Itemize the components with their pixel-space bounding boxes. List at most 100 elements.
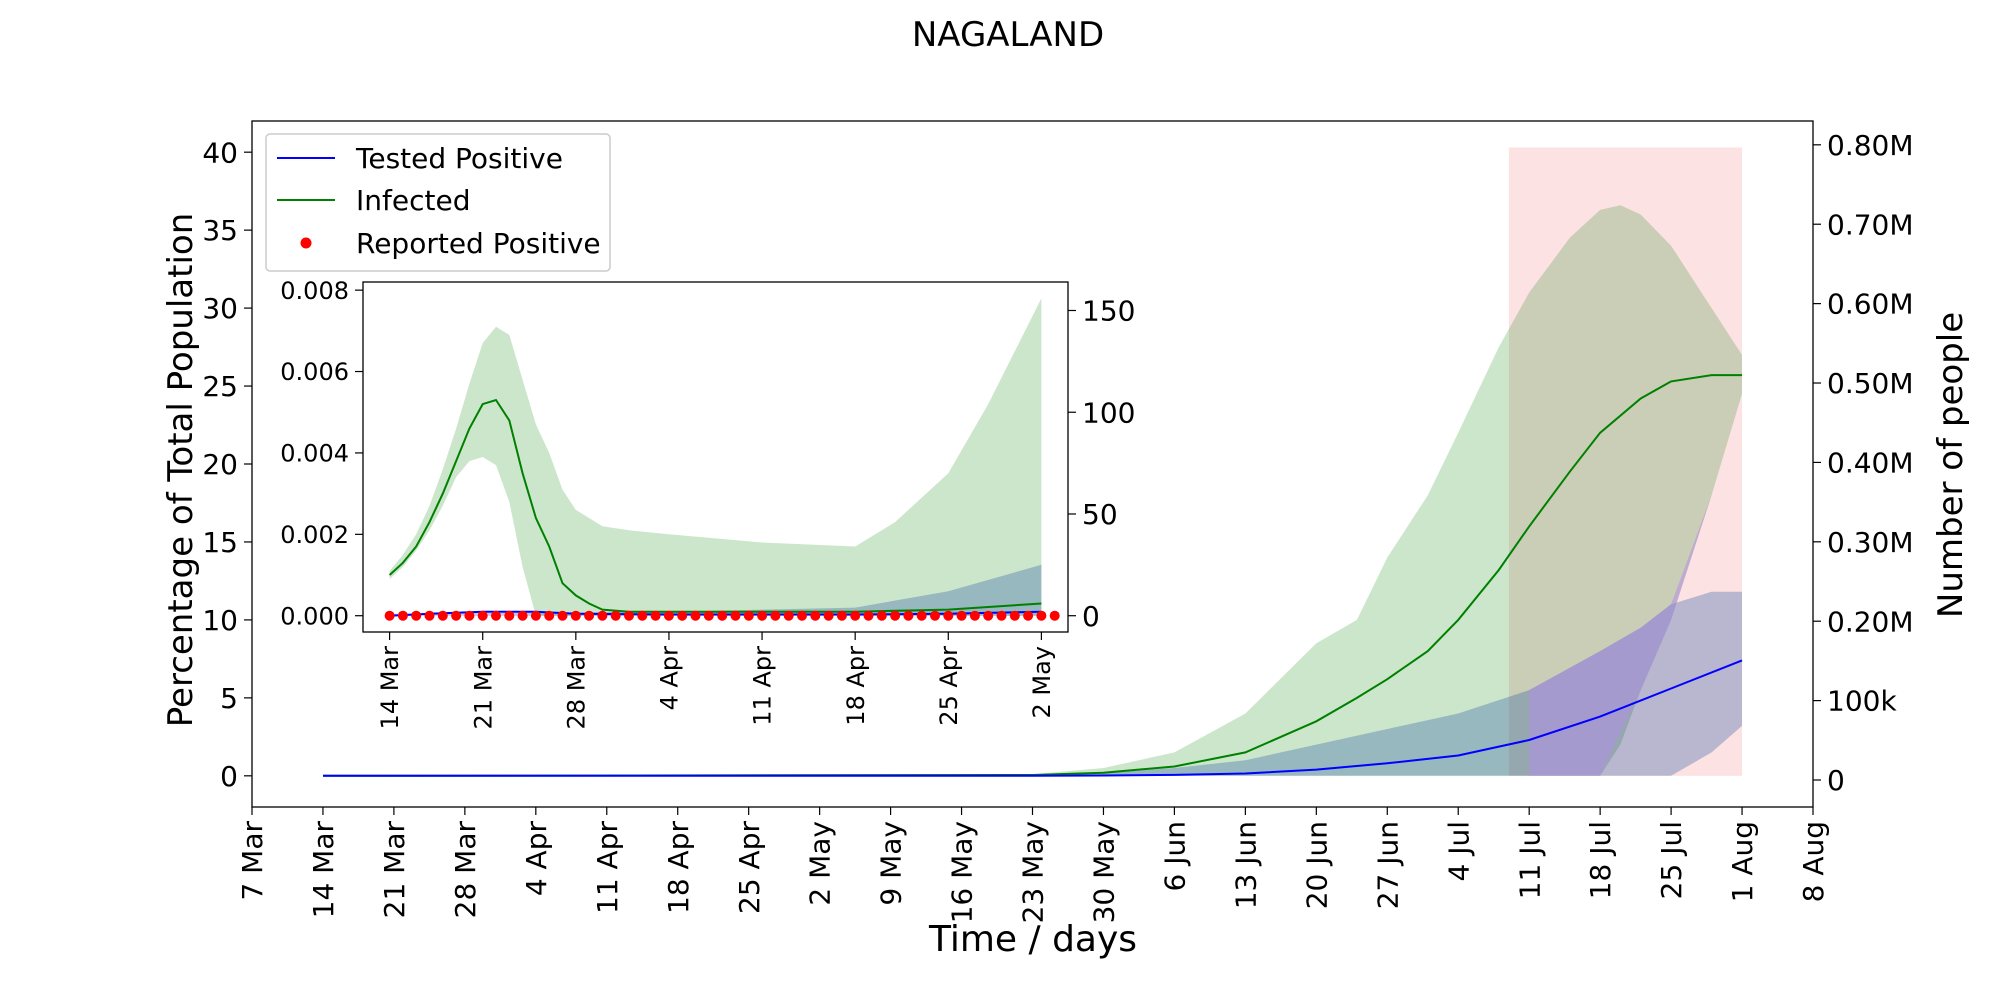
legend-label-infected: Infected (356, 184, 470, 217)
inset-plot-point-reported-positive (836, 610, 847, 621)
inset-plot-frame (362, 281, 1069, 633)
main-plot-x-tick-label: 14 Mar (307, 821, 340, 919)
main-plot-x-tick-label: 20 Jun (1300, 821, 1333, 909)
main-plot-x-tick-label: 25 Apr (733, 821, 766, 914)
y-axis-label: Percentage of Total Population (161, 213, 201, 728)
inset-plot-point-reported-positive (491, 610, 501, 621)
inset-plot-line-infected (388, 398, 1042, 613)
inset-plot-point-reported-positive (424, 610, 435, 621)
main-plot-x-tick-label: 18 Apr (662, 821, 695, 914)
main-plot-y-right-tick-label: 0.80M (1827, 129, 1914, 162)
main-plot-x-tick-label: 23 May (1017, 821, 1050, 923)
inset-plot-point-reported-positive (1009, 610, 1020, 621)
inset-plot-band-tested-positive-range (389, 564, 1042, 616)
inset-plot-point-reported-positive (956, 610, 967, 621)
legend-frame (265, 133, 611, 272)
inset-plot-point-reported-positive (610, 610, 621, 621)
legend-label-tested-positive: Tested Positive (355, 142, 563, 175)
inset-plot-point-reported-positive (983, 610, 994, 621)
main-plot-x-tick-label: 28 Mar (449, 821, 482, 919)
inset-plot-point-reported-positive (730, 610, 741, 621)
main-plot-x-tick-label: 25 Jul (1655, 821, 1688, 899)
chart-title: NAGALAND (912, 15, 1104, 55)
inset-plot-point-reported-positive (1023, 610, 1034, 621)
inset-plot-point-reported-positive (1049, 610, 1060, 621)
inset-plot-point-reported-positive (663, 610, 674, 621)
inset-plot-point-reported-positive (996, 610, 1007, 621)
inset-plot-y-tick-label: 0.006 (280, 358, 349, 386)
inset-plot-point-reported-positive (757, 610, 768, 621)
main-plot-y-right-tick-label: 0.40M (1827, 446, 1914, 479)
legend: Tested Positive Infected Reported Positi… (265, 133, 611, 272)
inset-plot-point-reported-positive (810, 610, 821, 621)
main-plot: 7 Mar 14 Mar 21 Mar 28 Mar 4 Apr 11 Apr 18 Apr… (202, 120, 1914, 923)
main-plot-x-tick-label: 27 Jun (1371, 821, 1404, 909)
main-plot-x-tick-label: 7 Mar (236, 821, 269, 901)
inset-plot-point-reported-positive (930, 610, 940, 621)
inset-plot-y-right-tick-label: 150 (1082, 295, 1135, 328)
inset-plot-point-reported-positive (650, 610, 661, 621)
main-plot-x-tick-label: 6 Jun (1159, 821, 1192, 891)
inset-plot-x-tick-label: 14 Mar (376, 646, 404, 730)
main-plot-y-tick-label: 40 (202, 136, 238, 169)
main-plot-x-tick-label: 8 Aug (1797, 821, 1830, 902)
inset-plot-point-reported-positive (690, 610, 701, 621)
inset-plot-y-tick-label: 0.000 (280, 602, 349, 630)
main-plot-y-tick-label: 35 (202, 214, 238, 247)
main-plot-x-tick-label: 18 Jul (1584, 821, 1617, 899)
inset-plot-background (363, 282, 1068, 632)
inset-plot-x-tick-label: 18 Apr (842, 646, 870, 726)
legend-label-reported-positive: Reported Positive (356, 227, 601, 260)
inset-plot-point-reported-positive (717, 610, 728, 621)
main-plot-line-infected (322, 374, 1742, 777)
main-plot-y-right-tick-label: 0.20M (1827, 605, 1914, 638)
inset-plot-point-reported-positive (584, 610, 595, 621)
x-axis-label: Time / days (928, 919, 1137, 960)
inset-plot-point-reported-positive (703, 610, 714, 621)
main-plot-y-tick-label: 0 (220, 760, 238, 793)
inset-plot-band-infected-range (389, 298, 1042, 616)
main-plot-y-right-tick-label: 0.50M (1827, 367, 1914, 400)
inset-plot-x-tick-label: 28 Mar (563, 646, 591, 730)
inset-plot-point-reported-positive (557, 610, 568, 621)
main-plot-y-right-tick-label: 0.70M (1827, 208, 1914, 241)
inset-plot-point-reported-positive (823, 610, 834, 621)
inset-plot-point-reported-positive (677, 610, 688, 621)
main-plot-x-tick-label: 4 Apr (520, 821, 553, 897)
main-plot-x-tick-label: 21 Mar (378, 821, 411, 919)
inset-plot-y-tick-label: 0.008 (280, 277, 349, 305)
inset-plot-point-reported-positive (1036, 610, 1047, 621)
inset-plot-point-reported-positive (451, 610, 462, 621)
main-plot-y-right-tick-label: 0.30M (1827, 526, 1914, 559)
inset-plot-y-right-tick-label: 0 (1082, 600, 1100, 633)
inset-plot-point-reported-positive (863, 610, 874, 621)
inset-plot-y-right-tick-label: 100 (1082, 396, 1135, 429)
inset-plot-point-reported-positive (876, 610, 887, 621)
main-plot-y-tick-label: 15 (202, 526, 238, 559)
inset-plot-point-reported-positive (783, 610, 794, 621)
inset-plot-point-reported-positive (437, 610, 448, 621)
inset-plot-y-right-tick-label: 50 (1082, 498, 1118, 531)
main-plot-y-tick-label: 25 (202, 370, 238, 403)
inset-plot-y-tick-label: 0.002 (280, 521, 349, 549)
inset-plot-x-tick-label: 11 Apr (749, 646, 777, 726)
inset-plot-x-tick-label: 21 Mar (469, 646, 497, 730)
inset-plot-point-reported-positive (397, 610, 408, 621)
inset-plot-point-reported-positive (890, 610, 901, 621)
inset-plot-point-reported-positive (517, 610, 528, 621)
main-plot-x-tick-label: 1 Aug (1726, 821, 1759, 902)
inset-plot-x-tick-label: 2 May (1028, 646, 1056, 719)
main-plot-x-tick-label: 13 Jun (1229, 821, 1262, 909)
main-plot-y-tick-label: 5 (220, 682, 238, 715)
inset-plot-point-reported-positive (544, 610, 555, 621)
main-plot-band-infected-range (1032, 205, 1742, 776)
inset-plot-point-reported-positive (770, 610, 781, 621)
inset-plot-point-reported-positive (903, 610, 914, 621)
inset-plot-point-reported-positive (797, 610, 807, 621)
main-plot-y-tick-label: 30 (202, 292, 238, 325)
inset-plot-point-reported-positive (743, 610, 754, 621)
inset-plot-y-tick-label: 0.004 (280, 440, 349, 468)
main-plot-y-tick-label: 10 (202, 604, 238, 637)
main-plot-x-tick-label: 16 May (946, 821, 979, 923)
inset-plot-point-reported-positive (969, 610, 980, 621)
